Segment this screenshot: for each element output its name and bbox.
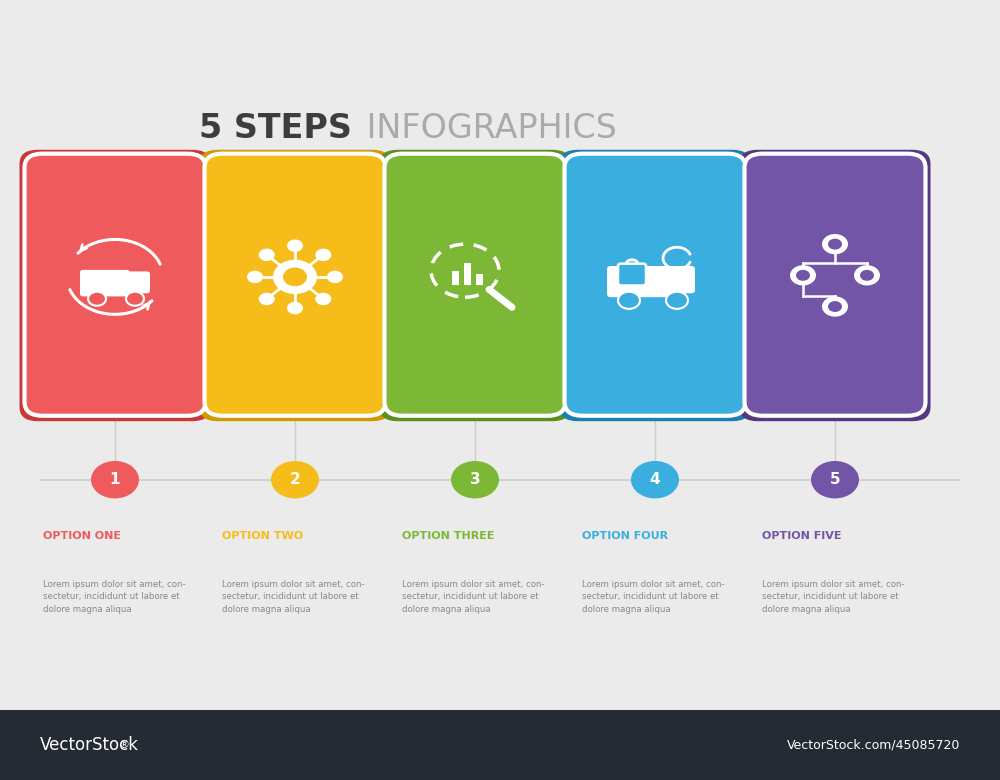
Circle shape — [247, 271, 263, 283]
Text: Lorem ipsum dolor sit amet, con-
sectetur, incididunt ut labore et
dolore magna : Lorem ipsum dolor sit amet, con- sectetu… — [402, 580, 545, 614]
Circle shape — [315, 292, 331, 305]
FancyBboxPatch shape — [661, 266, 695, 293]
Text: 1: 1 — [110, 472, 120, 488]
Circle shape — [854, 265, 880, 285]
Text: Lorem ipsum dolor sit amet, con-
sectetur, incididunt ut labore et
dolore magna : Lorem ipsum dolor sit amet, con- sectetu… — [222, 580, 365, 614]
Text: VectorStock: VectorStock — [40, 736, 139, 754]
Circle shape — [271, 461, 319, 498]
Circle shape — [126, 292, 144, 306]
Bar — [464, 263, 471, 285]
Circle shape — [631, 461, 679, 498]
Text: OPTION ONE: OPTION ONE — [43, 531, 120, 541]
Circle shape — [91, 461, 139, 498]
FancyBboxPatch shape — [607, 266, 669, 297]
FancyBboxPatch shape — [739, 150, 930, 421]
Circle shape — [790, 265, 816, 285]
Text: OPTION THREE: OPTION THREE — [402, 531, 495, 541]
Text: INFOGRAPHICS: INFOGRAPHICS — [356, 112, 617, 145]
FancyBboxPatch shape — [20, 150, 211, 421]
Text: Lorem ipsum dolor sit amet, con-
sectetur, incididunt ut labore et
dolore magna : Lorem ipsum dolor sit amet, con- sectetu… — [763, 580, 905, 614]
Text: Lorem ipsum dolor sit amet, con-
sectetur, incididunt ut labore et
dolore magna : Lorem ipsum dolor sit amet, con- sectetu… — [43, 580, 185, 614]
Circle shape — [811, 461, 859, 498]
Circle shape — [327, 271, 343, 283]
FancyBboxPatch shape — [124, 271, 150, 293]
Text: OPTION FOUR: OPTION FOUR — [582, 531, 669, 541]
Circle shape — [828, 301, 842, 312]
Circle shape — [287, 239, 303, 252]
FancyBboxPatch shape — [560, 150, 750, 421]
Circle shape — [315, 249, 331, 261]
Circle shape — [860, 270, 874, 281]
Text: 4: 4 — [650, 472, 660, 488]
Circle shape — [451, 461, 499, 498]
Text: 2: 2 — [290, 472, 300, 488]
Text: 5: 5 — [830, 472, 840, 488]
Circle shape — [287, 302, 303, 314]
Circle shape — [618, 292, 640, 309]
FancyBboxPatch shape — [744, 154, 926, 416]
Circle shape — [273, 260, 317, 294]
Circle shape — [796, 270, 810, 281]
FancyBboxPatch shape — [205, 154, 385, 416]
Circle shape — [828, 239, 842, 250]
Text: 5 STEPS: 5 STEPS — [199, 112, 352, 145]
FancyBboxPatch shape — [199, 150, 390, 421]
Text: VectorStock.com/45085720: VectorStock.com/45085720 — [787, 739, 960, 751]
Bar — [0, 710, 1000, 780]
Circle shape — [283, 268, 307, 286]
FancyBboxPatch shape — [25, 154, 206, 416]
Circle shape — [88, 292, 106, 306]
FancyBboxPatch shape — [80, 270, 130, 296]
Text: 3: 3 — [470, 472, 480, 488]
Bar — [476, 274, 483, 285]
Circle shape — [822, 234, 848, 254]
Circle shape — [259, 292, 275, 305]
Text: OPTION TWO: OPTION TWO — [222, 531, 304, 541]
Text: OPTION FIVE: OPTION FIVE — [763, 531, 842, 541]
Text: ®: ® — [118, 740, 129, 750]
Circle shape — [259, 249, 275, 261]
FancyBboxPatch shape — [564, 154, 746, 416]
Circle shape — [822, 296, 848, 317]
Circle shape — [666, 292, 688, 309]
FancyBboxPatch shape — [618, 264, 646, 285]
Text: Lorem ipsum dolor sit amet, con-
sectetur, incididunt ut labore et
dolore magna : Lorem ipsum dolor sit amet, con- sectetu… — [582, 580, 725, 614]
FancyBboxPatch shape — [379, 150, 570, 421]
FancyBboxPatch shape — [384, 154, 565, 416]
Bar — [452, 271, 459, 285]
